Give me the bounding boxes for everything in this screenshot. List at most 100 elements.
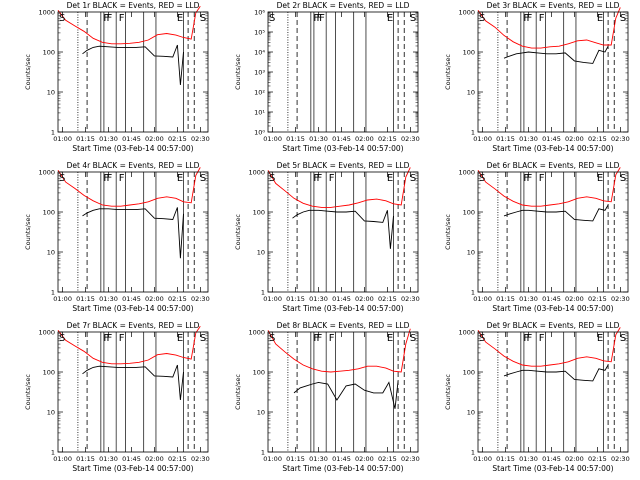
chart-panel-5: Det 5r BLACK = Events, RED = LLD Counts/s… xyxy=(234,161,420,313)
y-axis-label: Counts/sec xyxy=(234,374,242,410)
series-line-events xyxy=(503,204,609,222)
series-line-lld xyxy=(267,328,411,373)
x-tick-label: 02:30 xyxy=(191,295,210,303)
event-marker-label: E xyxy=(177,173,183,184)
y-tick-label: 1 xyxy=(261,289,265,297)
event-marker-label: F xyxy=(106,333,112,344)
event-marker-label: S xyxy=(269,173,275,184)
event-marker-label: S xyxy=(620,333,626,344)
series-line-events xyxy=(293,380,399,409)
event-marker-label: F xyxy=(526,13,532,24)
series-line-lld xyxy=(57,325,201,365)
series-line-events xyxy=(82,364,184,401)
event-marker-label: E xyxy=(387,13,393,24)
y-tick-label: 1000 xyxy=(38,329,55,337)
y-tick-label: 10 xyxy=(467,249,475,257)
series-line-lld xyxy=(477,167,621,207)
x-tick-label: 01:45 xyxy=(332,135,351,143)
y-tick-label: 10⁶ xyxy=(254,9,265,17)
x-tick-label: 01:15 xyxy=(76,295,95,303)
x-tick-label: 01:00 xyxy=(53,135,72,143)
x-tick-label: 02:00 xyxy=(355,455,374,463)
y-tick-label: 100 xyxy=(463,369,475,377)
y-axis-label: Counts/sec xyxy=(234,214,242,250)
y-tick-label: 100 xyxy=(463,209,475,217)
y-tick-label: 10² xyxy=(254,89,265,97)
y-tick-label: 10 xyxy=(257,409,265,417)
event-marker-label: S xyxy=(269,333,275,344)
chart-title: Det 3r BLACK = Events, RED = LLD xyxy=(487,1,620,10)
chart-panel-8: Det 8r BLACK = Events, RED = LLD Counts/s… xyxy=(234,321,420,473)
event-marker-label: S xyxy=(620,173,626,184)
event-marker-label: F xyxy=(539,13,545,24)
x-tick-label: 01:15 xyxy=(76,455,95,463)
plot-frame xyxy=(267,11,419,133)
x-tick-label: 01:45 xyxy=(542,135,561,143)
event-marker-label: E xyxy=(597,13,603,24)
event-marker-label: F xyxy=(313,173,319,184)
x-tick-label: 01:15 xyxy=(496,295,515,303)
x-tick-label: 01:30 xyxy=(309,455,328,463)
y-tick-label: 10³ xyxy=(254,69,265,77)
x-tick-label: 02:00 xyxy=(565,295,584,303)
event-marker-label: S xyxy=(200,333,206,344)
event-marker-label: F xyxy=(329,173,335,184)
x-axis-label: Start Time (03-Feb-14 00:57:00) xyxy=(72,144,193,153)
chart-panel-6: Det 6r BLACK = Events, RED = LLD Counts/s… xyxy=(444,161,630,313)
x-tick-label: 01:15 xyxy=(496,455,515,463)
y-tick-label: 100 xyxy=(43,209,55,217)
event-marker-label: F xyxy=(119,13,125,24)
x-axis-label: Start Time (03-Feb-14 00:57:00) xyxy=(282,144,403,153)
y-tick-label: 10 xyxy=(467,89,475,97)
x-tick-label: 01:30 xyxy=(519,295,538,303)
event-marker-label: S xyxy=(269,13,275,24)
y-axis-label: Counts/sec xyxy=(444,374,452,410)
x-tick-label: 01:15 xyxy=(286,295,305,303)
x-tick-label: 02:30 xyxy=(611,135,630,143)
x-tick-label: 02:00 xyxy=(355,135,374,143)
y-tick-label: 100 xyxy=(43,369,55,377)
plot-frame xyxy=(477,11,629,133)
y-tick-label: 10⁵ xyxy=(254,29,265,37)
x-axis-label: Start Time (03-Feb-14 00:57:00) xyxy=(72,464,193,473)
x-tick-label: 01:00 xyxy=(53,295,72,303)
y-tick-label: 10 xyxy=(467,409,475,417)
plot-frame xyxy=(477,331,629,453)
y-tick-label: 10 xyxy=(47,249,55,257)
event-marker-label: F xyxy=(119,173,125,184)
x-tick-label: 01:45 xyxy=(542,295,561,303)
event-marker-label: F xyxy=(539,173,545,184)
y-axis-label: Counts/sec xyxy=(444,54,452,90)
series-line-lld xyxy=(477,7,621,49)
event-marker-label: S xyxy=(200,173,206,184)
y-axis-label: Counts/sec xyxy=(24,54,32,90)
chart-panel-9: Det 9r BLACK = Events, RED = LLD Counts/s… xyxy=(444,321,630,473)
chart-title: Det 9r BLACK = Events, RED = LLD xyxy=(487,321,620,330)
event-marker-label: S xyxy=(59,13,65,24)
x-tick-label: 01:30 xyxy=(519,135,538,143)
event-marker-label: S xyxy=(200,13,206,24)
chart-title: Det 8r BLACK = Events, RED = LLD xyxy=(277,321,410,330)
y-tick-label: 1000 xyxy=(458,329,475,337)
event-marker-label: S xyxy=(479,13,485,24)
x-tick-label: 01:45 xyxy=(122,455,141,463)
x-tick-label: 02:30 xyxy=(401,455,420,463)
y-tick-label: 10 xyxy=(257,249,265,257)
x-tick-label: 01:15 xyxy=(286,455,305,463)
series-line-lld xyxy=(57,5,201,45)
chart-title: Det 7r BLACK = Events, RED = LLD xyxy=(67,321,200,330)
y-tick-label: 1000 xyxy=(38,9,55,17)
x-tick-label: 01:45 xyxy=(542,455,561,463)
plot-frame xyxy=(267,331,419,453)
x-tick-label: 01:30 xyxy=(309,135,328,143)
x-axis-label: Start Time (03-Feb-14 00:57:00) xyxy=(282,304,403,313)
event-marker-label: E xyxy=(597,333,603,344)
event-marker-label: F xyxy=(523,13,529,24)
x-tick-label: 01:00 xyxy=(473,135,492,143)
series-line-events xyxy=(82,44,184,86)
x-tick-label: 01:00 xyxy=(473,455,492,463)
series-line-lld xyxy=(57,167,201,207)
y-tick-label: 1 xyxy=(471,129,475,137)
chart-title: Det 4r BLACK = Events, RED = LLD xyxy=(67,161,200,170)
